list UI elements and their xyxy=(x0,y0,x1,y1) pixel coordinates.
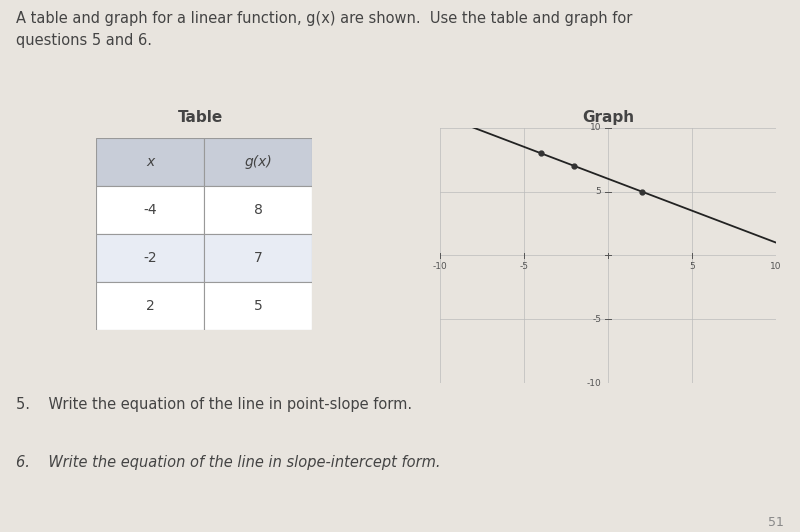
Text: 5.    Write the equation of the line in point-slope form.: 5. Write the equation of the line in poi… xyxy=(16,397,412,412)
Text: Table: Table xyxy=(178,110,222,124)
Text: 7: 7 xyxy=(254,251,262,265)
FancyBboxPatch shape xyxy=(204,234,312,282)
Text: 10: 10 xyxy=(590,123,602,132)
FancyBboxPatch shape xyxy=(96,234,204,282)
FancyBboxPatch shape xyxy=(204,186,312,234)
Text: 8: 8 xyxy=(254,203,262,217)
FancyBboxPatch shape xyxy=(204,282,312,330)
Text: 5: 5 xyxy=(254,299,262,313)
Text: -5: -5 xyxy=(592,315,602,323)
Text: -10: -10 xyxy=(433,262,447,271)
Text: 51: 51 xyxy=(768,516,784,529)
Text: 2: 2 xyxy=(146,299,154,313)
FancyBboxPatch shape xyxy=(204,138,312,186)
Text: 10: 10 xyxy=(770,262,782,271)
FancyBboxPatch shape xyxy=(96,186,204,234)
Text: g(x): g(x) xyxy=(244,155,272,169)
Text: -2: -2 xyxy=(143,251,157,265)
Text: -10: -10 xyxy=(586,379,602,387)
Text: x: x xyxy=(146,155,154,169)
Text: 5: 5 xyxy=(595,187,602,196)
Text: A table and graph for a linear function, g(x) are shown.  Use the table and grap: A table and graph for a linear function,… xyxy=(16,11,632,48)
Text: Graph: Graph xyxy=(582,110,634,124)
Text: 5: 5 xyxy=(689,262,695,271)
FancyBboxPatch shape xyxy=(96,138,204,186)
Text: -5: -5 xyxy=(519,262,529,271)
Text: 6.    Write the equation of the line in slope-intercept form.: 6. Write the equation of the line in slo… xyxy=(16,455,441,470)
FancyBboxPatch shape xyxy=(96,282,204,330)
Text: -4: -4 xyxy=(143,203,157,217)
